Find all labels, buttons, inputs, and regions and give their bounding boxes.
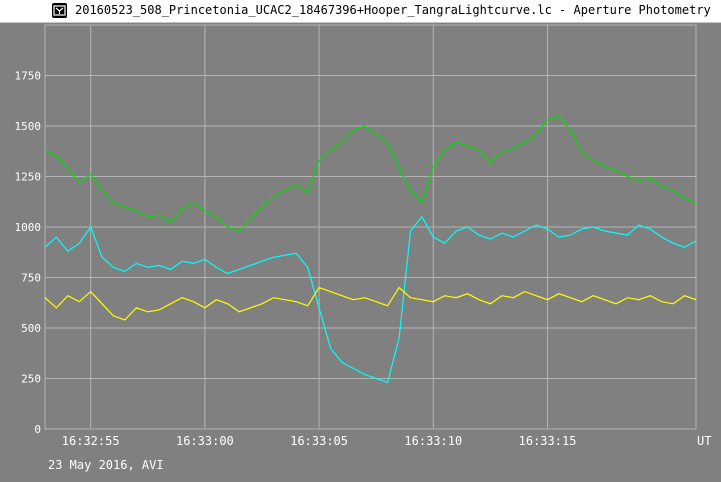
chart-labels: 0 250 500 750 1000 1250 1500 1750 16:32:55 16:33:… (13, 10, 711, 448)
window-titlebar[interactable]: 20160523_508_Princetonia_UCAC2_18467396+… (0, 0, 721, 23)
x-tick-label: 16:33:05 (290, 434, 348, 448)
series-line-2 (44, 215, 697, 384)
x-tick-label: 16:33:00 (176, 434, 234, 448)
y-tick-label: 1500 (15, 120, 42, 133)
chart-caption: 23 May 2016, AVI (48, 458, 164, 472)
series-line-1 (44, 115, 697, 232)
y-tick-label: 500 (21, 322, 41, 335)
y-tick-label: 1750 (15, 70, 42, 83)
app-icon (52, 3, 67, 18)
window-title: 20160523_508_Princetonia_UCAC2_18467396+… (75, 3, 711, 17)
x-axis-label: UT (697, 434, 711, 448)
y-tick-label: 250 (21, 373, 41, 386)
x-tick-label: 16:32:55 (62, 434, 120, 448)
series-line-3 (44, 286, 697, 321)
x-tick-label: 16:33:10 (404, 434, 462, 448)
x-tick-label: 16:33:15 (519, 434, 577, 448)
y-tick-label: 1000 (15, 221, 42, 234)
y-tick-label: 0 (34, 423, 41, 436)
y-tick-label: 750 (21, 272, 41, 285)
chart-grid (44, 24, 697, 430)
y-tick-label: 1250 (15, 171, 42, 184)
y-axis-label: Flux (13, 10, 42, 24)
chart-series (44, 115, 697, 384)
